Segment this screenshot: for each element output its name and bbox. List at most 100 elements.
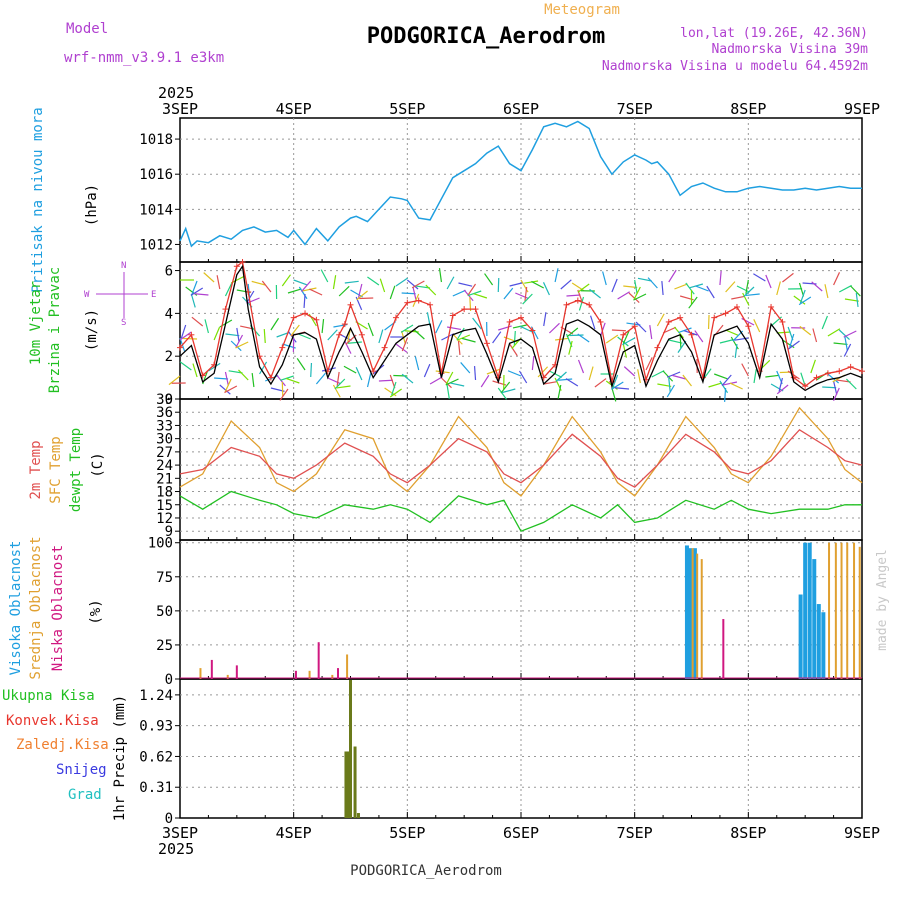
wind-arrow bbox=[270, 317, 280, 331]
meteogram-label: Meteogram bbox=[544, 2, 620, 18]
cloud-low-bar bbox=[336, 668, 339, 679]
y-tick-label: 1.24 bbox=[139, 688, 173, 704]
wind-arrow bbox=[492, 331, 502, 344]
wind-arrow bbox=[235, 341, 249, 349]
wind-arrow bbox=[821, 315, 829, 330]
wind-arrow bbox=[612, 374, 619, 389]
wind-arrow bbox=[472, 317, 482, 330]
wind-arrow bbox=[623, 285, 638, 289]
y-tick-label: 6 bbox=[165, 264, 173, 280]
precip-bar bbox=[356, 813, 360, 818]
wind-arrow bbox=[645, 357, 653, 371]
wind-speed-line bbox=[179, 264, 863, 392]
cloud-mid-bar bbox=[846, 542, 849, 679]
y-tick-label: 1014 bbox=[139, 202, 173, 218]
wind-arrow bbox=[327, 329, 338, 341]
wind-gust-markers bbox=[177, 259, 865, 390]
wind-arrow bbox=[622, 337, 635, 346]
cloud-low-bar bbox=[235, 665, 238, 679]
wind-arrow bbox=[685, 282, 695, 295]
wind-arrow bbox=[765, 374, 780, 378]
cloud-high-bar bbox=[798, 594, 803, 679]
cloud-high-bar bbox=[807, 542, 812, 679]
wind-arrow bbox=[332, 275, 337, 290]
legend-snow: Snijeg bbox=[56, 762, 107, 778]
wind-arrow bbox=[303, 293, 306, 309]
compass-n: N bbox=[121, 261, 126, 271]
wind-arrow bbox=[336, 385, 351, 389]
wind-arrow bbox=[850, 285, 861, 297]
year-bottom: 2025 bbox=[158, 840, 194, 858]
y-tick-label: 0.31 bbox=[139, 780, 173, 796]
y-tick-label: 4 bbox=[165, 306, 173, 322]
compass-s: S bbox=[121, 318, 126, 328]
wind-arrow bbox=[445, 378, 459, 386]
wind-arrow bbox=[519, 325, 533, 333]
wind-arrow bbox=[203, 272, 215, 283]
wind-arrow bbox=[246, 297, 260, 304]
y-tick-label: 75 bbox=[156, 570, 173, 586]
wind-arrow bbox=[745, 279, 749, 294]
y-tick-label: 39 bbox=[156, 392, 173, 408]
wind-compass: N W E S bbox=[84, 261, 156, 328]
legend-conv-rain: Konvek.Kisa bbox=[6, 713, 99, 729]
panel-3: 0 25 50 75 100 bbox=[148, 536, 863, 688]
pressure-unit: (hPa) bbox=[84, 184, 100, 226]
wind-arrow bbox=[662, 370, 674, 382]
year-top: 2025 bbox=[158, 84, 194, 102]
wind-arrow bbox=[423, 363, 431, 378]
wind-arrow bbox=[799, 289, 806, 304]
wind-arrow bbox=[524, 280, 539, 284]
wind-arrow bbox=[555, 371, 567, 382]
wind-arrow bbox=[219, 384, 231, 395]
compass-e: E bbox=[151, 290, 156, 300]
wind-arrow bbox=[395, 343, 408, 353]
wind-arrow bbox=[668, 269, 677, 283]
wind-arrow bbox=[719, 271, 722, 286]
wind-arrow bbox=[320, 269, 329, 283]
wind-arrow bbox=[666, 384, 675, 398]
panels: 1012101410161018024691215182124273033363… bbox=[139, 117, 865, 827]
cloud-mid-bar bbox=[199, 668, 202, 679]
wind-arrow bbox=[441, 333, 455, 341]
wind-arrow bbox=[480, 374, 490, 388]
time-label-bottom: 6SEP bbox=[503, 824, 539, 842]
wind-unit: (m/s) bbox=[84, 309, 100, 351]
wind-arrow bbox=[473, 365, 477, 381]
wind-arrow bbox=[414, 356, 420, 371]
time-label-bottom: 5SEP bbox=[389, 824, 425, 842]
wind-arrow bbox=[350, 289, 363, 298]
wind-arrow bbox=[743, 286, 755, 297]
wind-arrow bbox=[729, 382, 743, 390]
cloud-high-bar bbox=[821, 612, 826, 679]
wind-arrow bbox=[798, 296, 812, 306]
wind-arrow bbox=[406, 279, 419, 290]
wind-arrow bbox=[765, 274, 772, 289]
wind-arrow bbox=[811, 281, 823, 292]
wind-arrow bbox=[293, 279, 308, 286]
time-label-top: 9SEP bbox=[844, 100, 880, 118]
wind-arrow bbox=[261, 280, 272, 293]
wind-arrow bbox=[568, 340, 573, 355]
wind-arrow bbox=[204, 319, 209, 334]
wind-arrow bbox=[833, 387, 840, 402]
temp-2m-line bbox=[179, 428, 863, 488]
station-elevation: Nadmorska Visina 39m bbox=[711, 42, 868, 57]
wind-arrow bbox=[336, 371, 340, 386]
panel-0: 1012 1014 1016 1018 bbox=[139, 117, 863, 263]
wind-arrow bbox=[812, 328, 818, 343]
wind-arrow bbox=[560, 326, 574, 335]
y-tick-label: 21 bbox=[156, 471, 173, 487]
wind-arrow bbox=[656, 313, 665, 327]
wind-arrow bbox=[611, 387, 617, 402]
y-tick-label: 0.62 bbox=[139, 749, 173, 765]
wind-arrow bbox=[694, 330, 704, 343]
wind-arrow bbox=[168, 375, 181, 386]
wind-arrow bbox=[633, 293, 647, 301]
wind-arrow bbox=[679, 333, 682, 349]
wind-arrow bbox=[224, 385, 238, 394]
y-tick-label: 25 bbox=[156, 638, 173, 654]
time-label-bottom: 4SEP bbox=[276, 824, 312, 842]
precip-bar bbox=[346, 751, 350, 818]
